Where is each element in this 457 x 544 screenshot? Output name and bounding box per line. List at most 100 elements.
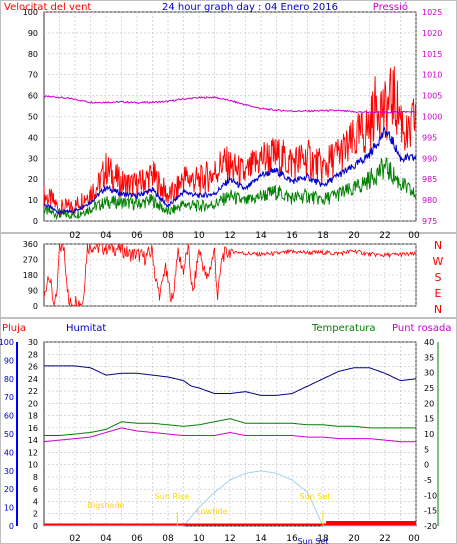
direction-y-tick: 0 xyxy=(33,302,38,311)
humidity-x-tick: 20 xyxy=(348,534,360,544)
humidity-x-tick: 16 xyxy=(286,534,298,544)
pressure-y-tick: 1020 xyxy=(422,29,442,38)
pressure-y-tick: 1025 xyxy=(422,8,442,17)
humidity-y-tick: 16 xyxy=(28,424,38,433)
pressure-y-tick: 990 xyxy=(422,154,437,163)
humidity-line xyxy=(44,365,417,396)
wind-y-tick: 20 xyxy=(28,175,38,184)
direction-y-tick: 180 xyxy=(23,271,38,280)
humidity-y-tick: 30 xyxy=(28,338,38,347)
rain-y-tick: 10 xyxy=(4,504,14,513)
rain-label: Pluja xyxy=(2,323,26,334)
temperature-y-tick: -10 xyxy=(424,491,437,500)
temperature-y-tick: -5 xyxy=(424,476,432,485)
wind-x-tick: 00 xyxy=(408,231,420,241)
humidity-y-tick: 22 xyxy=(28,387,38,396)
humidity-y-tick: 6 xyxy=(33,485,38,494)
sun-set-axis-label: Sun Set xyxy=(298,537,329,544)
humidity-y-tick: 2 xyxy=(33,510,38,519)
pressure-y-tick: 1005 xyxy=(422,92,442,101)
humidity-y-tick: 26 xyxy=(28,363,38,372)
panel-border-bottom xyxy=(0,318,457,544)
wind-y-tick: 70 xyxy=(28,71,38,80)
panel-border-dir xyxy=(0,233,457,318)
wind-y-tick: 10 xyxy=(28,196,38,205)
direction-y-tick: 360 xyxy=(23,240,38,249)
humidity-label: Humitat xyxy=(66,323,106,334)
humidity-x-tick: 18 xyxy=(317,534,329,544)
wind-low-line xyxy=(43,157,417,221)
humidity-y-tick: 18 xyxy=(28,412,38,421)
humidity-x-tick: 12 xyxy=(224,534,235,544)
temperature-y-tick: 40 xyxy=(424,338,434,347)
humidity-y-tick: 28 xyxy=(28,350,38,359)
rain-y-tick: 0 xyxy=(9,522,14,531)
direction-y-tick: 90 xyxy=(28,287,38,296)
compass-label: N xyxy=(434,303,442,316)
humidity-y-tick: 10 xyxy=(28,461,38,470)
humidity-y-tick: 14 xyxy=(28,436,38,445)
wind-x-tick: 14 xyxy=(255,231,267,241)
humidity-y-tick: 0 xyxy=(33,522,38,531)
pressure-y-tick: 980 xyxy=(422,196,437,205)
wind-y-tick: 30 xyxy=(28,154,38,163)
wind-x-tick: 22 xyxy=(379,231,390,241)
humidity-x-tick: 00 xyxy=(408,534,420,544)
dewpoint-line xyxy=(43,427,416,443)
humidity-x-tick: 08 xyxy=(162,534,174,544)
humidity-y-tick: 24 xyxy=(28,375,38,384)
humidity-x-tick: 04 xyxy=(100,534,112,544)
pressure-y-tick: 1015 xyxy=(422,50,442,59)
temperature-line xyxy=(44,418,416,436)
wind-x-tick: 20 xyxy=(348,231,360,241)
wind-y-tick: 60 xyxy=(28,92,38,101)
wind-x-tick: 08 xyxy=(162,231,174,241)
rain-y-tick: 80 xyxy=(4,375,14,384)
wind-y-tick: 40 xyxy=(28,133,38,142)
compass-label: W xyxy=(433,255,444,268)
rain-y-tick: 20 xyxy=(4,485,14,494)
pressure-y-tick: 975 xyxy=(422,217,437,226)
humidity-x-tick: 22 xyxy=(379,534,390,544)
temperature-y-tick: 15 xyxy=(424,415,434,424)
wind-x-tick: 04 xyxy=(100,231,112,241)
dewpoint-label: Punt rosada xyxy=(392,323,451,334)
temperature-y-tick: 0 xyxy=(424,461,429,470)
pressure-y-tick: 985 xyxy=(422,175,437,184)
wind-gust-line xyxy=(43,66,417,218)
wind-x-tick: 06 xyxy=(131,231,143,241)
wind-direction-line xyxy=(43,242,417,307)
pressure-y-tick: 1000 xyxy=(422,113,442,122)
pressure-y-tick: 1010 xyxy=(422,71,442,80)
temperature-y-tick: -20 xyxy=(424,522,437,531)
wind-x-tick: 02 xyxy=(69,231,80,241)
temperature-y-tick: 5 xyxy=(424,445,429,454)
sun-set-label: Sun Set xyxy=(300,492,331,501)
sun-elevation-line xyxy=(44,470,416,527)
graph-title: 24 hour graph day : 04 Enero 2016 xyxy=(162,2,338,13)
temperature-y-tick: 30 xyxy=(424,369,434,378)
wind-x-tick: 18 xyxy=(317,231,329,241)
temperature-y-tick: 10 xyxy=(424,430,434,439)
rain-y-tick: 30 xyxy=(4,467,14,476)
compass-label: N xyxy=(434,239,442,252)
sun-rise-label: Sun Rise xyxy=(155,492,190,501)
rain-y-tick: 90 xyxy=(4,356,14,365)
rain-y-tick: 60 xyxy=(4,412,14,421)
humidity-x-tick: 02 xyxy=(69,534,80,544)
temperature-label: Temperatura xyxy=(311,323,376,334)
wind-y-tick: 80 xyxy=(28,50,38,59)
pressure-y-tick: 995 xyxy=(422,133,437,142)
rain-y-tick: 100 xyxy=(0,338,14,347)
rain-bar xyxy=(326,521,416,524)
wind-y-tick: 50 xyxy=(28,113,38,122)
bigshade-label: Bigshade xyxy=(88,501,125,510)
wind-x-tick: 16 xyxy=(286,231,298,241)
pressure-line xyxy=(43,95,417,114)
compass-label: E xyxy=(435,287,442,300)
wind-y-tick: 90 xyxy=(28,29,38,38)
temperature-y-tick: 25 xyxy=(424,384,434,393)
humidity-x-tick: 14 xyxy=(255,534,267,544)
direction-y-tick: 270 xyxy=(23,256,38,265)
humidity-y-tick: 8 xyxy=(33,473,38,482)
